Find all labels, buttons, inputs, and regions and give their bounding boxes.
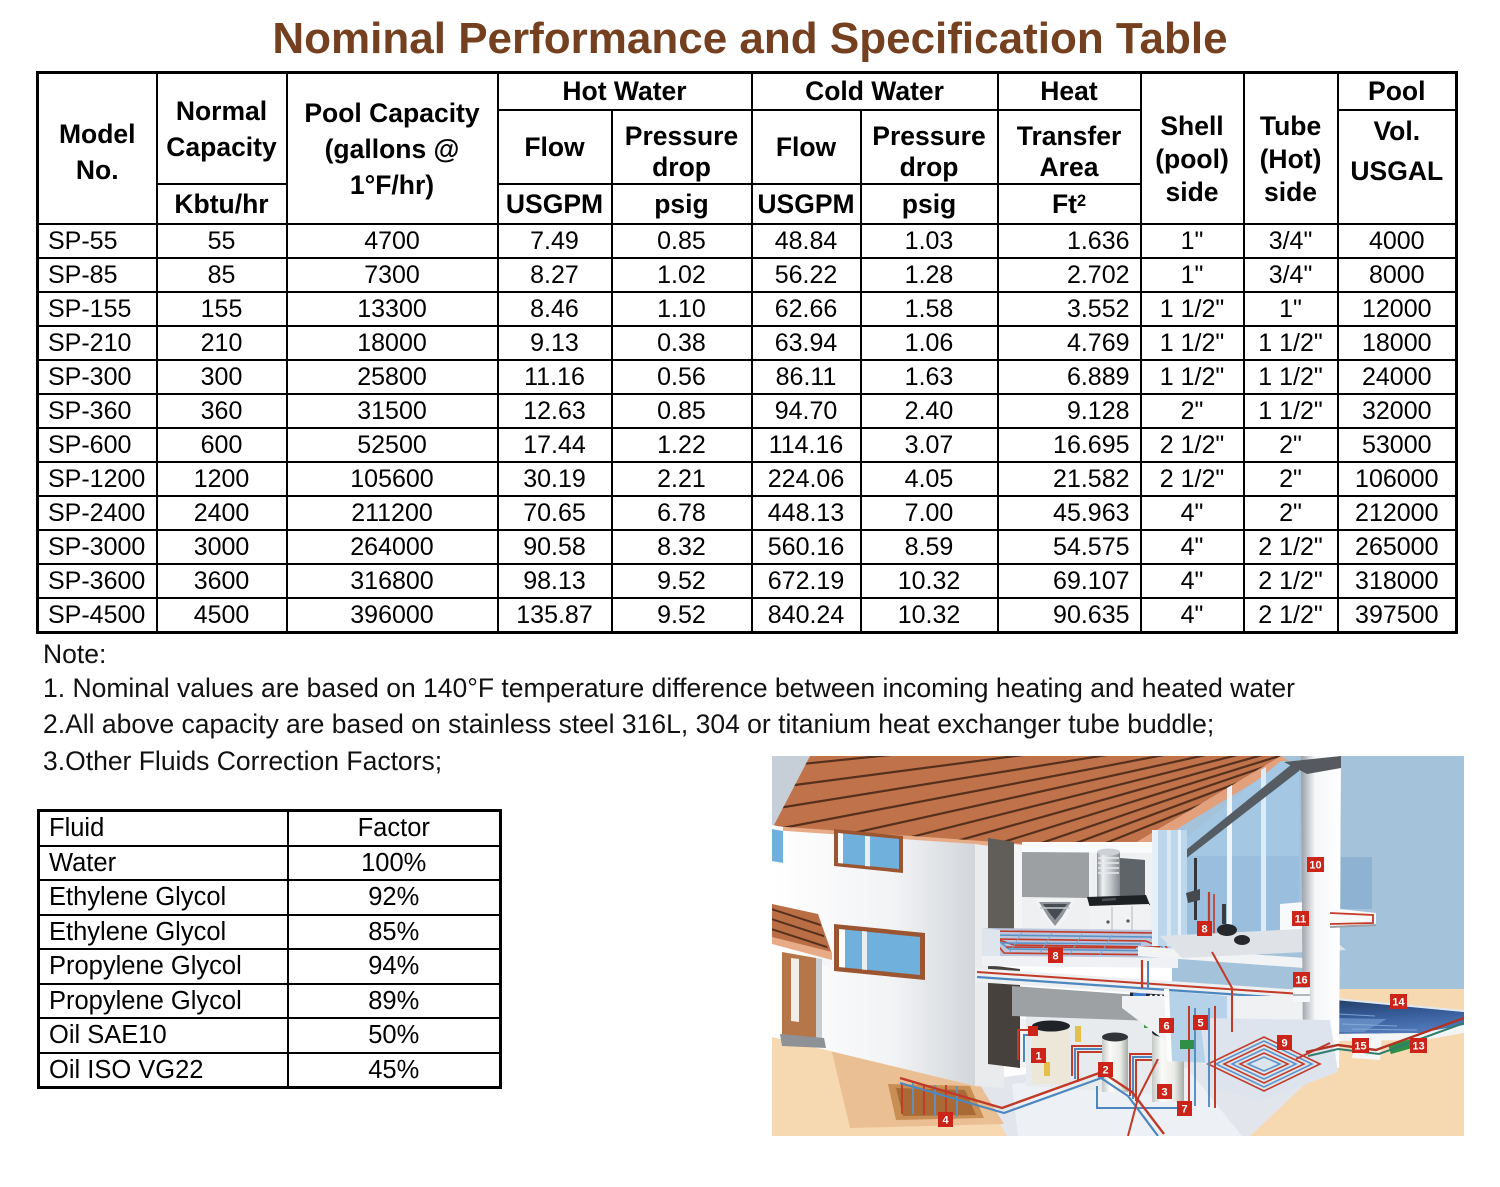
svg-text:9: 9 [1281, 1038, 1287, 1050]
svg-text:6: 6 [1163, 1021, 1169, 1033]
svg-text:7: 7 [1181, 1104, 1187, 1116]
svg-text:15: 15 [1354, 1041, 1366, 1053]
svg-text:2: 2 [1102, 1065, 1108, 1077]
svg-text:16: 16 [1295, 975, 1307, 987]
svg-text:3: 3 [1161, 1087, 1167, 1099]
svg-text:1: 1 [1035, 1051, 1041, 1063]
svg-text:14: 14 [1392, 997, 1405, 1009]
svg-text:13: 13 [1412, 1041, 1424, 1053]
svg-text:10: 10 [1309, 860, 1321, 872]
svg-text:11: 11 [1295, 914, 1307, 926]
svg-text:5: 5 [1197, 1018, 1203, 1030]
svg-text:4: 4 [942, 1115, 949, 1127]
svg-text:8: 8 [1201, 924, 1207, 936]
svg-text:8: 8 [1052, 951, 1058, 963]
